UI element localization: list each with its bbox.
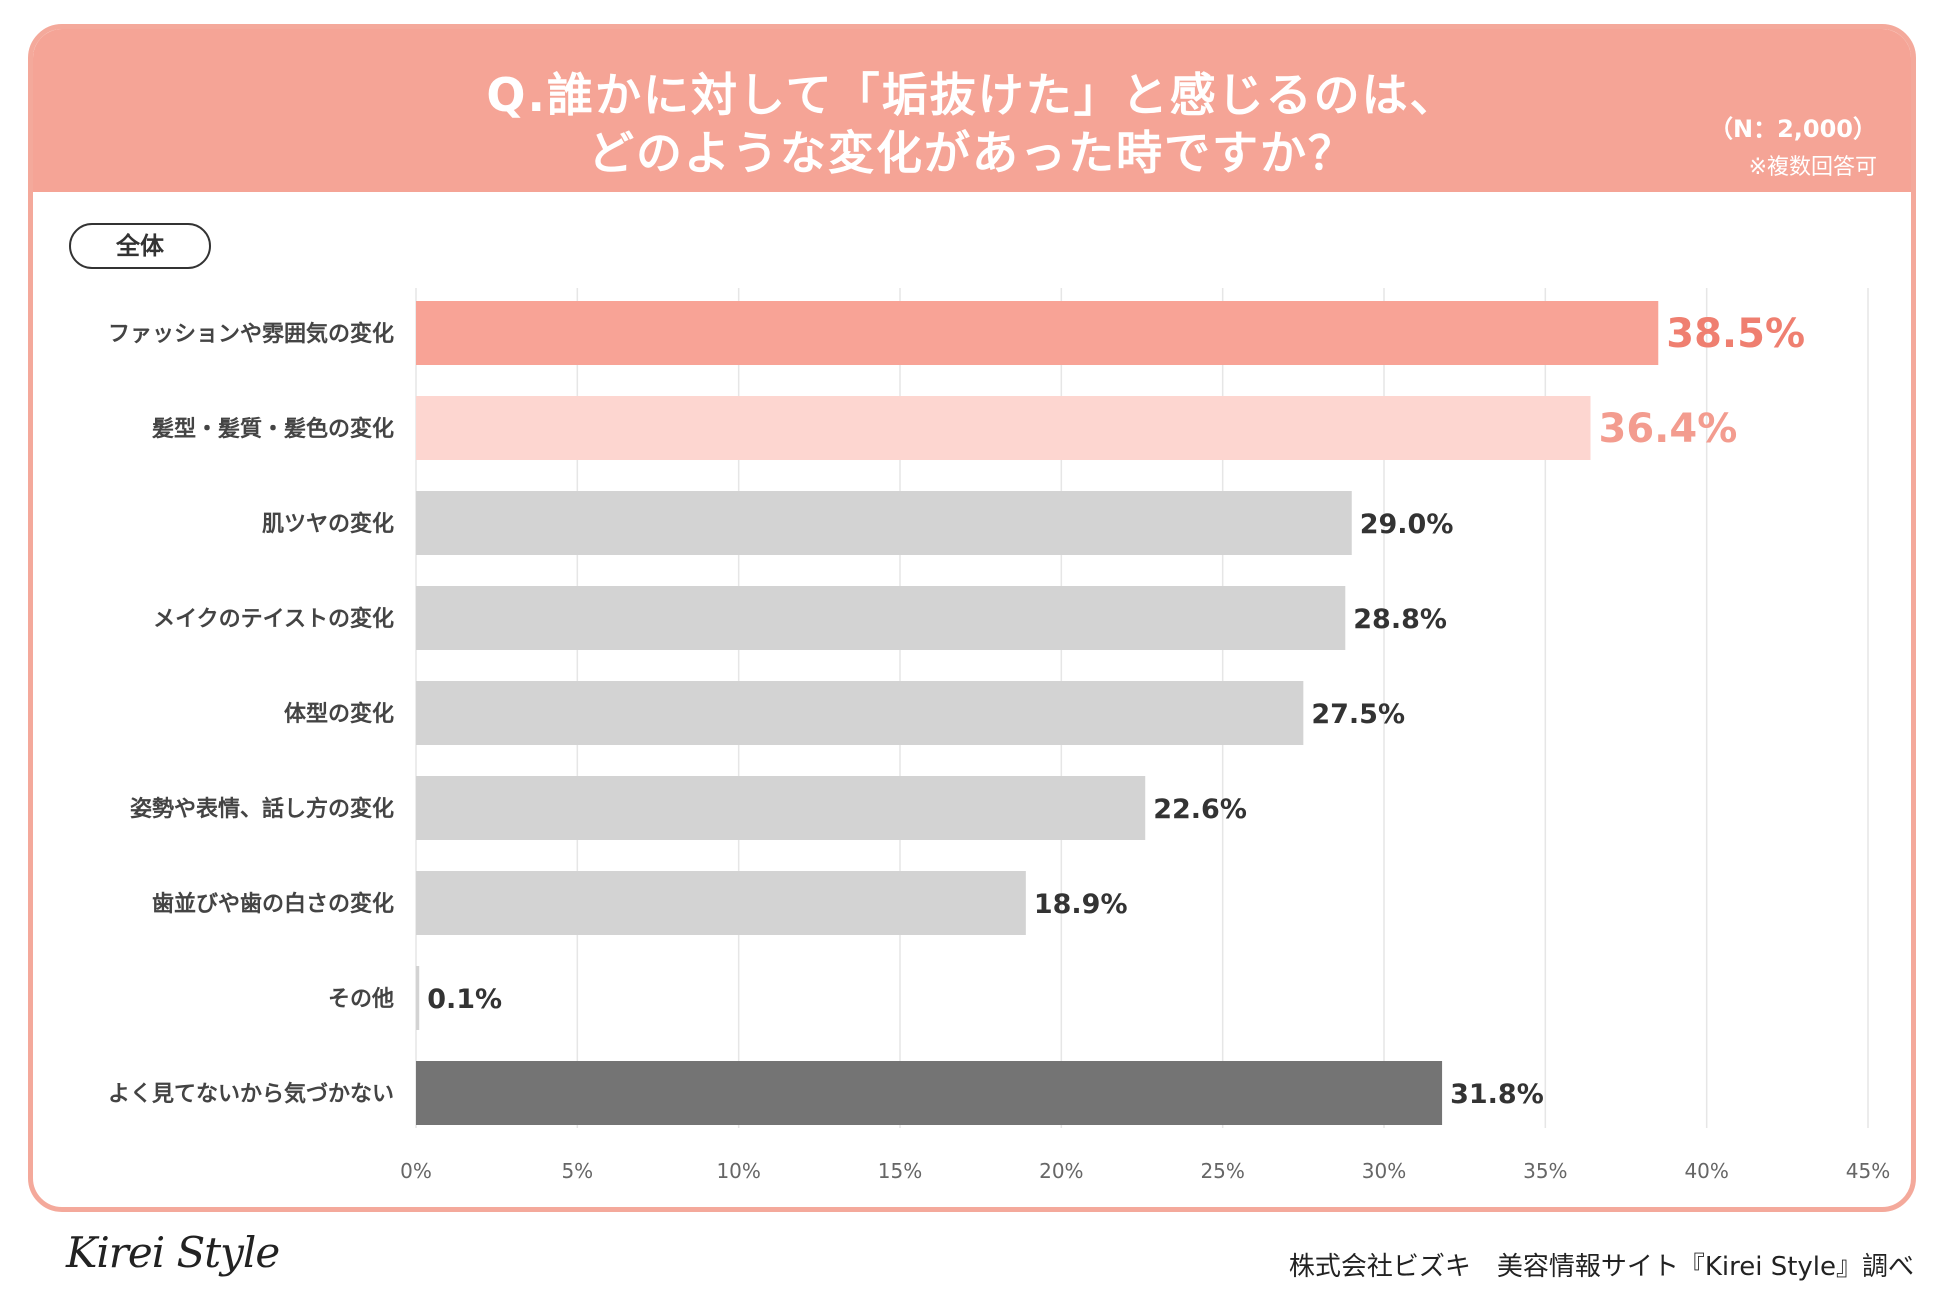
value-label: 29.0% [1360, 509, 1454, 540]
x-tick-label: 45% [1846, 1159, 1890, 1183]
category-label: その他 [328, 987, 394, 1012]
category-label: 肌ツヤの変化 [262, 511, 394, 537]
category-label: 髪型・髪質・髪色の変化 [151, 416, 394, 442]
category-label: メイクのテイストの変化 [153, 606, 394, 632]
bar [416, 491, 1352, 555]
value-label: 18.9% [1034, 889, 1128, 920]
x-tick-label: 35% [1523, 1159, 1567, 1183]
x-tick-label: 20% [1039, 1159, 1083, 1183]
bar [416, 586, 1346, 650]
x-tick-label: 30% [1362, 1159, 1406, 1183]
multi-answer-note: ※複数回答可 [1748, 155, 1877, 180]
value-label: 28.8% [1353, 604, 1447, 635]
bar [416, 396, 1591, 460]
chart-title-line-2: どのような変化があった時ですか？ [588, 126, 1356, 180]
bar [416, 966, 420, 1030]
category-label: 歯並びや歯の白さの変化 [152, 891, 394, 917]
value-label: 27.5% [1311, 699, 1405, 730]
bar [416, 776, 1146, 840]
category-label: 姿勢や表情、話し方の変化 [130, 796, 394, 822]
x-tick-label: 5% [561, 1159, 593, 1183]
value-label: 38.5% [1666, 311, 1805, 357]
x-tick-label: 40% [1684, 1159, 1728, 1183]
x-tick-label: 10% [716, 1159, 760, 1183]
value-label: 22.6% [1153, 794, 1247, 825]
chart-card: Q.誰かに対して「垢抜けた」と感じるのは、 どのような変化があった時ですか？ （… [28, 24, 1916, 1212]
x-tick-label: 0% [400, 1159, 432, 1183]
x-tick-label: 25% [1200, 1159, 1244, 1183]
value-label: 31.8% [1450, 1079, 1544, 1110]
x-tick-label: 15% [878, 1159, 922, 1183]
bar [416, 301, 1659, 365]
sample-size-note: （N：2,000） [1709, 115, 1877, 143]
bar [416, 1061, 1443, 1125]
value-label: 0.1% [427, 984, 502, 1015]
bar-chart: 0% 5% 10% 15% 20% 25% 30% 35% 40% 45% ファッションや雰囲気の変… [108, 288, 1890, 1183]
category-label: ファッションや雰囲気の変化 [108, 321, 394, 347]
category-label: 体型の変化 [284, 701, 394, 727]
title-banner: Q.誰かに対して「垢抜けた」と感じるのは、 どのような変化があった時ですか？ （… [33, 29, 1911, 192]
survey-credit: 株式会社ビズキ 美容情報サイト『Kirei Style』調べ [1288, 1252, 1914, 1282]
kirei-style-logo: Kirei Style [66, 1228, 280, 1277]
value-label: 36.4% [1599, 406, 1738, 452]
category-label: よく見てないから気づかない [108, 1081, 394, 1107]
bar [416, 681, 1304, 745]
bar [416, 871, 1026, 935]
segment-label-pill: 全体 [69, 223, 211, 269]
chart-title-line-1: Q.誰かに対して「垢抜けた」と感じるのは、 [486, 68, 1458, 122]
